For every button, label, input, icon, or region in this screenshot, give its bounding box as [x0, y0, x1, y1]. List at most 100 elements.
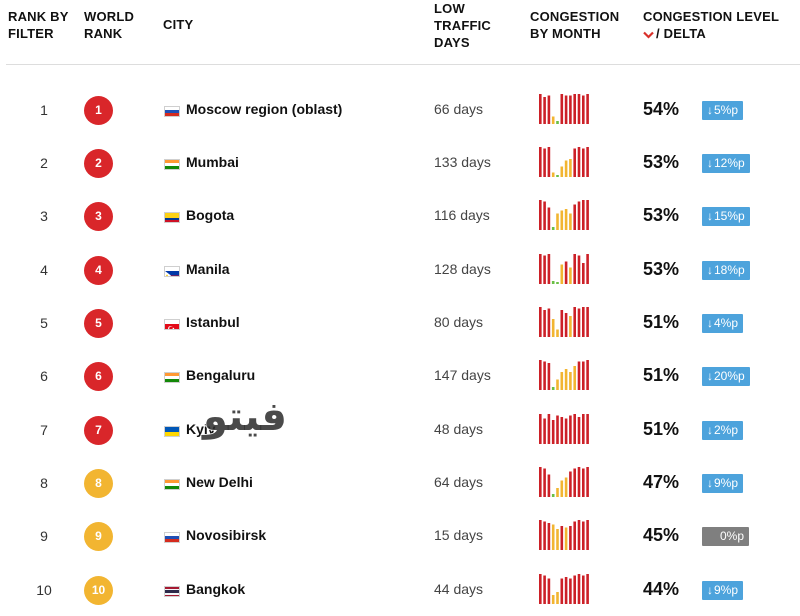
congestion-by-month-chart — [539, 94, 589, 124]
world-rank-badge: 10 — [84, 576, 113, 605]
table-row[interactable]: 1 1 Moscow region (oblast) 66 days 54% ↓5%p — [0, 84, 800, 137]
rank-by-filter: 5 — [40, 315, 48, 331]
header-congestion-by-month[interactable]: CONGESTION BY MONTH — [530, 9, 620, 41]
low-traffic-days: 133 days — [434, 154, 491, 170]
rank-by-filter: 7 — [40, 422, 48, 438]
month-bar — [560, 372, 564, 390]
month-bar — [547, 363, 551, 390]
delta-value: 9%p — [714, 476, 739, 490]
low-traffic-days: 44 days — [434, 581, 484, 597]
header-congestion-level[interactable]: CONGESTION LEVEL / DELTA — [643, 9, 780, 41]
congestion-by-month-chart — [539, 200, 589, 230]
month-bar — [551, 494, 555, 497]
table-row[interactable]: 5 5 Istanbul 80 days 51% ↓4%p — [0, 297, 800, 350]
low-traffic-days: 48 days — [434, 421, 484, 437]
month-bar — [569, 471, 572, 497]
month-bar — [582, 148, 585, 177]
delta-value: 0%p — [720, 529, 745, 543]
month-bar — [556, 488, 559, 497]
month-bar — [573, 414, 576, 444]
arrow-down-icon: ↓ — [707, 476, 713, 490]
city-name[interactable]: Novosibirsk — [186, 527, 267, 543]
month-bar — [564, 261, 568, 284]
arrow-down-icon: ↓ — [707, 583, 713, 597]
city-name[interactable]: Moscow region (oblast) — [186, 101, 343, 117]
month-bar — [582, 521, 585, 550]
table-row[interactable]: 8 8 New Delhi 64 days 47% ↓9%p — [0, 457, 800, 510]
header-rank-by-filter[interactable]: RANK BY FILTER — [8, 9, 69, 41]
month-bar — [573, 204, 576, 230]
delta-badge: ↓20%p — [702, 367, 750, 386]
header-world-rank[interactable]: WORLD RANK — [84, 9, 135, 41]
month-bar — [547, 254, 551, 284]
city-name[interactable]: New Delhi — [186, 474, 253, 490]
month-bar — [560, 578, 564, 604]
month-bar — [539, 147, 542, 177]
low-traffic-days: 116 days — [434, 207, 490, 223]
month-bar — [573, 307, 576, 337]
month-bar — [543, 201, 546, 230]
rank-by-filter: 4 — [40, 262, 48, 278]
month-bar — [551, 595, 555, 604]
rank-by-filter: 10 — [36, 582, 52, 598]
arrow-down-icon: ↓ — [707, 423, 713, 437]
table-row[interactable]: 6 6 Bengaluru 147 days 51% ↓20%p — [0, 350, 800, 403]
city-name[interactable]: Bogota — [186, 207, 235, 223]
delta-value: 20%p — [714, 369, 745, 383]
month-bar — [586, 307, 589, 337]
month-bar — [564, 95, 568, 124]
month-bar — [547, 95, 551, 124]
month-bar — [547, 308, 551, 337]
rank-by-filter: 9 — [40, 528, 48, 544]
arrow-down-icon: ↓ — [707, 103, 713, 117]
month-bar — [586, 520, 589, 550]
header-city[interactable]: CITY — [163, 17, 194, 32]
congestion-level: 44% — [643, 579, 680, 599]
month-bar — [560, 166, 564, 177]
world-rank-badge: 5 — [84, 309, 113, 338]
header-low-traffic-days[interactable]: LOW TRAFFIC DAYS — [434, 1, 491, 50]
congestion-level: 45% — [643, 525, 680, 545]
city-name[interactable]: Mumbai — [186, 154, 239, 170]
month-bar — [551, 281, 555, 284]
city-name[interactable]: Istanbul — [186, 314, 240, 330]
city-name[interactable]: Bengaluru — [186, 367, 256, 383]
month-bar — [547, 523, 551, 550]
low-traffic-days: 66 days — [434, 101, 484, 117]
world-rank-badge: 1 — [84, 96, 113, 125]
month-bar — [551, 524, 555, 550]
india-flag-icon — [164, 159, 180, 170]
table-row[interactable]: 2 2 Mumbai 133 days 53% ↓12%p — [0, 137, 800, 190]
table-row[interactable]: 4 4 Manila 128 days 53% ↓18%p — [0, 244, 800, 297]
month-bar — [573, 94, 576, 124]
month-bar — [551, 420, 555, 444]
month-bar — [556, 529, 559, 550]
month-bar — [577, 255, 581, 284]
month-bar — [573, 254, 576, 284]
month-bar — [582, 414, 585, 444]
chevron-down-icon[interactable] — [643, 31, 654, 39]
table-row[interactable]: 10 10 Bangkok 44 days 44% ↓9%p — [0, 564, 800, 616]
world-rank-badge: 6 — [84, 362, 113, 391]
month-bar — [551, 172, 555, 177]
table-row[interactable]: 9 9 Novosibirsk 15 days 45% 0%p — [0, 510, 800, 563]
congestion-level: 53% — [643, 259, 680, 279]
table-row[interactable]: 3 3 Bogota 116 days 53% ↓15%p — [0, 190, 800, 243]
delta-badge: ↓9%p — [702, 474, 744, 493]
city-name[interactable]: Manila — [186, 261, 230, 277]
month-bar — [551, 319, 555, 337]
month-bar — [564, 477, 568, 497]
low-traffic-days: 80 days — [434, 314, 484, 330]
delta-value: 5%p — [714, 103, 739, 117]
month-bar — [556, 415, 559, 444]
rank-by-filter: 1 — [40, 102, 48, 118]
city-name[interactable]: Bangkok — [186, 581, 246, 597]
city-name[interactable]: Kyiv — [186, 421, 216, 437]
delta-value: 18%p — [714, 263, 745, 277]
month-bar — [582, 361, 585, 390]
table-row[interactable]: 7 7 Kyiv 48 days 51% ↓2%p — [0, 404, 800, 457]
month-bar — [543, 97, 546, 124]
month-bar — [577, 94, 581, 124]
month-bar — [586, 147, 589, 177]
month-bar — [556, 175, 559, 177]
